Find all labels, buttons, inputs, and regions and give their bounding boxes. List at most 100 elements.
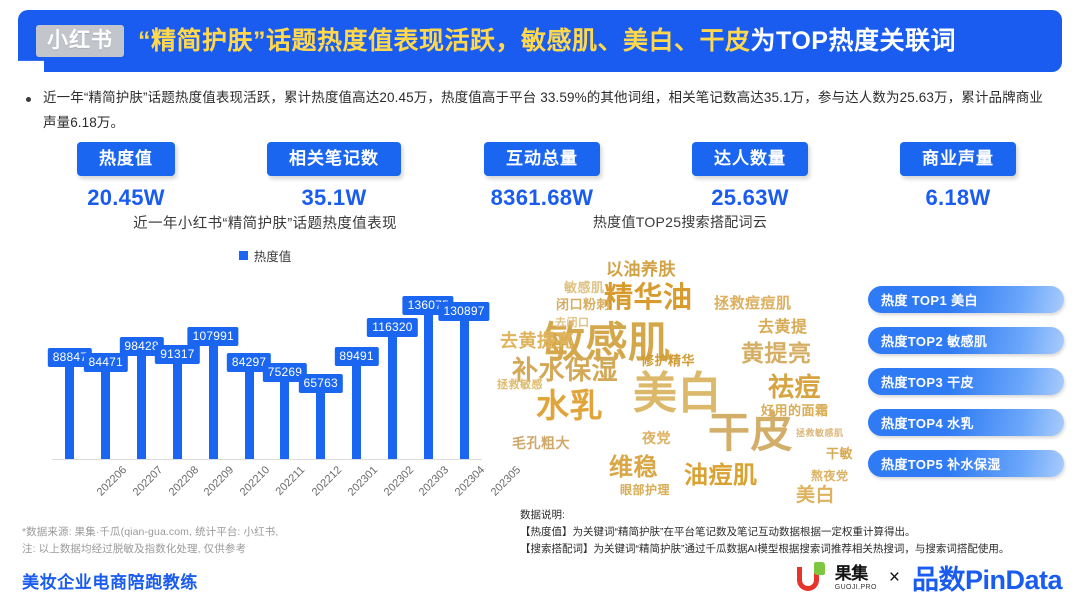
header: 小红书 “精简护肤”话题热度值表现活跃，敏感肌、美白、干皮为TOP热度关联词	[18, 10, 1062, 72]
bar[interactable]: 130897	[438, 302, 490, 459]
bar-value-label: 84297	[226, 353, 272, 372]
wordcloud-word[interactable]: 毛孔粗大	[512, 435, 570, 451]
kpi-label: 达人数量	[692, 142, 808, 177]
bar[interactable]: 89491	[334, 347, 379, 459]
data-description-note: 数据说明: 【热度值】为关键词“精简护肤”在平台笔记数及笔记互动数据根据一定权重…	[520, 507, 1076, 558]
x-axis-tick-label: 202210	[238, 464, 273, 499]
bar-slot[interactable]: 75269	[262, 275, 308, 459]
wordcloud-word[interactable]: 干皮	[708, 409, 794, 456]
wordcloud-word[interactable]: 敏感肌	[564, 280, 605, 295]
kpi-label: 商业声量	[900, 142, 1016, 177]
top-rank-pill[interactable]: 热度TOP3 干皮	[868, 368, 1064, 395]
wordcloud-word[interactable]: 以油养肤	[606, 260, 676, 279]
bar-slot[interactable]: 89491	[334, 275, 379, 459]
footer-logos: 果集 GUOJI.PRO × 品数PinData	[796, 558, 1063, 597]
wordcloud-word[interactable]: 水乳	[536, 387, 603, 424]
chart-x-axis: 202206 202207 202208 202209 202210 202211 2022…	[52, 460, 524, 520]
bar[interactable]: 75269	[262, 363, 308, 459]
kpi-card: 商业声量 6.18W	[854, 142, 1062, 211]
bar[interactable]: 98428	[119, 337, 164, 459]
wordcloud-word[interactable]: 补水保湿	[512, 355, 619, 385]
page-title-highlight: 敏感肌、美白、干皮	[521, 26, 751, 55]
kpi-row: 热度值 20.45W 相关笔记数 35.1W 互动总量 8361.68W 达人数量 25.63…	[22, 142, 1062, 211]
x-axis-tick-label: 202206	[94, 464, 130, 499]
wordcloud-word[interactable]: 去闭口	[555, 317, 590, 329]
chart-plot-area: 88847 84471 98428 91317 107991 84297 75269 6576…	[47, 275, 490, 460]
bar-slot[interactable]: 136075	[402, 275, 454, 459]
wordcloud-word[interactable]: 精华油	[604, 282, 693, 314]
chart-legend: 热度值	[36, 246, 494, 265]
bar-value-label: 89491	[334, 347, 379, 366]
bar-slot[interactable]: 130897	[438, 275, 490, 459]
wordcloud-panel: 热度值TOP25搜索搭配词云 敏感肌 美白 干皮 精华油 水乳 补水保湿 祛痘 油痘肌 维稳 黄提…	[496, 212, 864, 512]
kpi-label: 相关笔记数	[267, 142, 401, 177]
kpi-card: 相关笔记数 35.1W	[230, 142, 438, 211]
wordcloud-word[interactable]: 美白	[633, 369, 722, 418]
bar-slot[interactable]: 98428	[119, 275, 164, 459]
guoji-logo-icon	[796, 561, 826, 594]
wordcloud-word[interactable]: 闭口粉刺	[556, 297, 611, 312]
heat-bar-chart: 近一年小红书“精简护肤”话题热度值表现 热度值 88847 84471 98428 9…	[24, 212, 523, 512]
legend-swatch-icon	[238, 251, 248, 260]
top-rank-pill[interactable]: 热度TOP4 水乳	[868, 409, 1064, 436]
header-bar: 小红书 “精简护肤”话题热度值表现活跃，敏感肌、美白、干皮为TOP热度关联词	[18, 10, 1062, 72]
wordcloud-word[interactable]: 黄提亮	[741, 340, 812, 366]
bar[interactable]: 107991	[187, 327, 239, 459]
bar[interactable]: 91317	[155, 345, 200, 459]
footer-tagline: 美妆企业电商陪跑教练	[22, 573, 198, 592]
wordcloud-word[interactable]: 夜党	[642, 430, 671, 446]
wordcloud-word[interactable]: 维稳	[609, 454, 658, 481]
bar-slot[interactable]: 88847	[47, 275, 93, 459]
kpi-value: 25.63W	[711, 185, 789, 211]
summary-text: 近一年“精简护肤”话题热度值表现活跃，累计热度值高达20.45万，热度值高于平台…	[43, 90, 1043, 130]
chart-title: 近一年小红书“精简护肤”话题热度值表现	[133, 216, 397, 232]
wordcloud-word[interactable]: 熬夜党	[811, 469, 849, 483]
wordcloud-word[interactable]: 美白	[796, 485, 836, 506]
brand-badge: 小红书	[36, 25, 124, 57]
x-axis-tick-label: 202301	[345, 464, 380, 499]
wordcloud-word[interactable]: 油痘肌	[684, 462, 758, 489]
bar[interactable]: 84471	[83, 353, 128, 459]
kpi-value: 6.18W	[925, 185, 991, 211]
wordcloud-word[interactable]: 去黄提亮	[500, 331, 574, 351]
data-note-line2: 【热度值】为关键词“精简护肤”在平台笔记数及笔记互动数据根据一定权重计算得出。	[520, 526, 916, 538]
top-rank-pill[interactable]: 热度TOP2 敏感肌	[868, 327, 1064, 354]
bar[interactable]: 88847	[47, 348, 93, 459]
wordcloud-word[interactable]: 拯救痘痘肌	[714, 295, 792, 312]
bar[interactable]: 136075	[402, 296, 454, 459]
page-title: “精简护肤”话题热度值表现活跃，敏感肌、美白、干皮为TOP热度关联词	[138, 26, 956, 55]
legend-label: 热度值	[253, 250, 292, 264]
wordcloud-word[interactable]: 拯救敏感肌	[796, 428, 844, 438]
wordcloud-word[interactable]: 眼部护理	[620, 483, 671, 497]
bar-value-label: 98428	[119, 337, 164, 356]
x-axis-tick-label: 202304	[453, 464, 488, 499]
bar-slot[interactable]: 116320	[367, 275, 418, 459]
source-note-line2: 注: 以上数据均经过脱敏及指数化处理, 仅供参考	[22, 543, 247, 556]
bar-slot[interactable]: 84297	[226, 275, 272, 459]
top-rank-pill[interactable]: 热度TOP5 补水保湿	[868, 450, 1064, 477]
x-axis-tick-label: 202212	[309, 464, 345, 499]
wordcloud-title: 热度值TOP25搜索搭配词云	[592, 214, 768, 230]
bar-slot[interactable]: 91317	[155, 275, 200, 459]
wordcloud-word[interactable]: 干敏	[826, 446, 854, 461]
wordcloud-word[interactable]: 拯救敏感	[497, 379, 543, 391]
top-rank-list: 热度 TOP1 美白 热度TOP2 敏感肌 热度TOP3 干皮 热度TOP4 水乳 热度…	[868, 286, 1064, 491]
bar-value-label: 88847	[47, 348, 93, 367]
wordcloud-word[interactable]: 祛痘	[768, 372, 822, 402]
wordcloud-word[interactable]: 敏感肌	[543, 319, 671, 366]
bar-value-label: 91317	[155, 345, 200, 364]
bar[interactable]: 84297	[226, 353, 272, 459]
kpi-value: 8361.68W	[490, 185, 594, 211]
kpi-card: 互动总量 8361.68W	[438, 142, 646, 211]
bar[interactable]: 65763	[298, 374, 343, 459]
bar-slot[interactable]: 65763	[298, 275, 343, 459]
logo-x-separator: ×	[888, 566, 900, 588]
wordcloud-word[interactable]: 修护精华	[641, 353, 696, 368]
wordcloud-word[interactable]: 去黄提	[758, 319, 808, 336]
top-rank-pill[interactable]: 热度 TOP1 美白	[868, 286, 1064, 313]
bar[interactable]: 116320	[367, 318, 418, 459]
kpi-value: 35.1W	[301, 185, 367, 211]
bar-slot[interactable]: 107991	[187, 275, 239, 459]
wordcloud-word[interactable]: 好用的面霜	[761, 403, 829, 418]
bar-slot[interactable]: 84471	[83, 275, 128, 459]
